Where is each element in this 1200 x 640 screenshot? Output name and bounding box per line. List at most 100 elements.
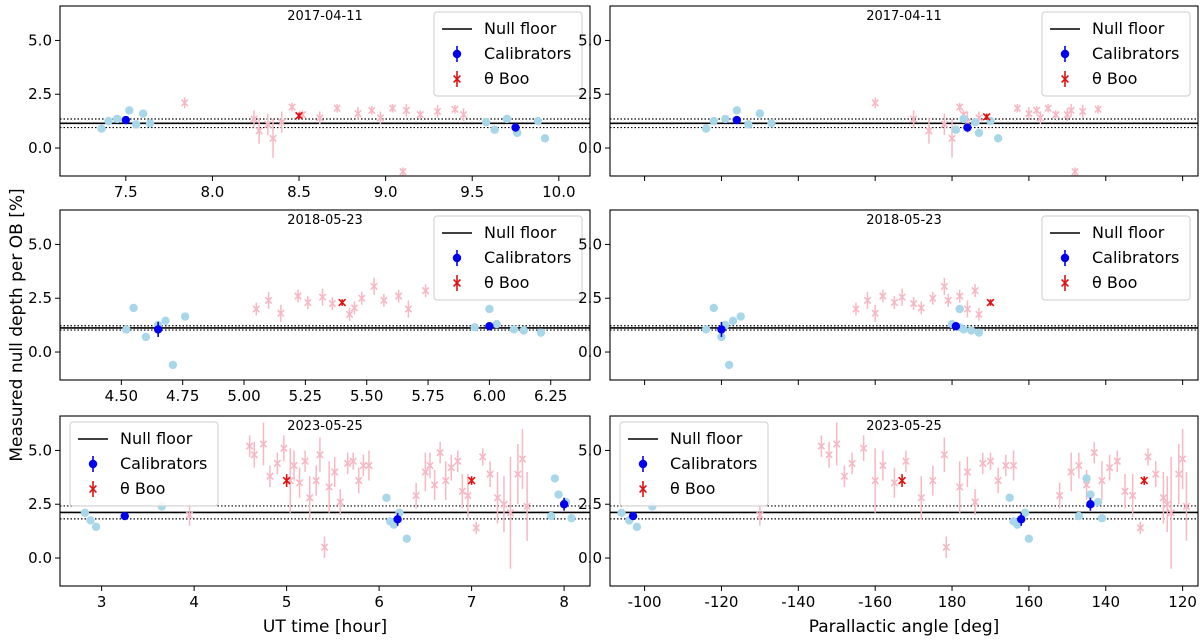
legend-null-floor-label: Null floor [120,429,193,448]
target-ob-point [259,440,268,448]
calibrator-mean-point [511,123,520,132]
calibrator-ob-point [509,325,519,334]
target-ob-point [1063,110,1072,119]
axes-frame [609,415,1199,587]
y-tick-label: 2.5 [578,85,602,103]
calibrator-ob-point [755,109,765,118]
target-ob-point [1151,470,1160,478]
legend-null-floor-label: Null floor [1092,19,1165,38]
calibrator-mean-point [1086,500,1095,509]
calibrator-mean-point [393,515,402,524]
target-ob-point [955,483,964,491]
target-mean-point [338,298,347,307]
legend-calibrators-swatch [88,459,98,469]
target-ob-point [412,491,420,500]
y-tick-label: 5.0 [578,441,602,459]
panel-top-left: 0.0 2.5 5.0 7.5 8.0 8.5 9.0 9.5 10.0 2017-04-11 Nu… [28,5,591,201]
target-ob-point [486,470,494,478]
target-ob-point [453,457,462,465]
target-ob-point [514,470,522,478]
legend-calibrators-label: Calibrators [120,454,207,473]
target-ob-point [1082,481,1091,489]
y-tick-label: 0.0 [28,343,52,361]
calibrator-ob-point [138,109,148,118]
legend-box [1041,215,1191,301]
target-ob-point [909,115,918,123]
target-ob-point [404,305,413,313]
panel-title: 2018-05-23 [287,213,363,228]
target-ob-point [1136,524,1145,532]
target-ob-point [380,296,388,305]
y-tick-label: 0.0 [578,139,602,157]
target-ob-point [1098,476,1106,485]
target-ob-point [940,120,949,129]
legend-calibrators-swatch [1060,49,1070,59]
target-ob-point [940,450,949,459]
x-tick-label: -160 [858,593,892,611]
target-ob-point [917,304,926,312]
legend: Null floor Calibrators θ Boo [69,421,219,507]
calibrator-mean-point [717,325,726,334]
target-ob-point [975,310,983,319]
legend-null-floor-label: Null floor [1092,223,1165,242]
x-tick-label: 4 [189,593,199,611]
target-ob-point [1167,509,1175,517]
target-ob-point [185,511,194,519]
target-ob-point [1128,491,1137,500]
legend-target-swatch [453,75,461,83]
target-ob-point [421,286,430,295]
panel-bottom-left: 0.0 2.5 5.0 3 4 5 6 7 8 2023-05-25 UT time [hour] N… [28,415,591,637]
legend-target-label: θ Boo [670,479,715,498]
y-tick-label: 5.0 [578,235,602,253]
legend-calibrators-swatch [638,459,648,469]
calibrator-ob-point [533,116,543,126]
legend-box [69,421,219,507]
calibrator-ob-point [1020,508,1030,518]
target-ob-point [370,282,378,291]
calibrator-mean-point [121,115,131,125]
calibrator-ob-point [967,326,976,335]
panel-middle-left: 0.0 2.5 5.0 4.50 4.75 5.00 5.25 5.50 5.75 6.00 6.2… [28,209,591,405]
x-tick-label: 10.0 [542,183,575,201]
target-ob-point [825,450,833,459]
x-tick-label: 140 [1091,593,1120,611]
calibrator-ob-point [1074,511,1084,521]
calibrator-ob-point [974,328,984,337]
axes-frame [59,5,591,177]
target-ob-point [971,286,979,295]
calibrator-ob-point [540,134,550,143]
target-ob-point [354,476,363,485]
target-ob-point [250,450,259,459]
calibrator-ob-point [86,516,95,525]
calibrator-ob-point [1082,474,1091,483]
calibrator-ob-point [125,106,134,115]
target-ob-point [840,472,849,481]
calibrator-ob-point [132,120,141,129]
x-tick-label: 5.50 [350,387,383,405]
target-ob-point [277,309,285,318]
calibrator-ob-point [709,303,718,313]
target-ob-point [852,305,860,313]
target-ob-point [955,103,964,111]
target-ob-point [1055,491,1064,500]
calibrator-ob-point [129,303,138,313]
target-ob-point [871,99,879,107]
target-ob-point [1113,457,1122,465]
target-ob-point [320,543,329,552]
x-tick-label: 160 [1015,593,1044,611]
target-ob-point [1094,105,1102,114]
target-ob-point [879,292,887,300]
y-tick-label: 2.5 [578,495,602,513]
x-tick-label: -140 [781,593,815,611]
panel-title: 2018-05-23 [866,213,942,228]
target-ob-point [180,99,189,107]
legend-box [433,215,583,301]
target-ob-point [399,167,407,176]
target-mean-point [1140,476,1149,485]
x-tick-label: 7 [467,593,477,611]
target-ob-point [459,110,468,119]
target-ob-point [290,461,298,470]
target-ob-point [1182,502,1191,511]
x-tick-label: 120 [1168,593,1197,611]
target-ob-point [441,476,450,485]
